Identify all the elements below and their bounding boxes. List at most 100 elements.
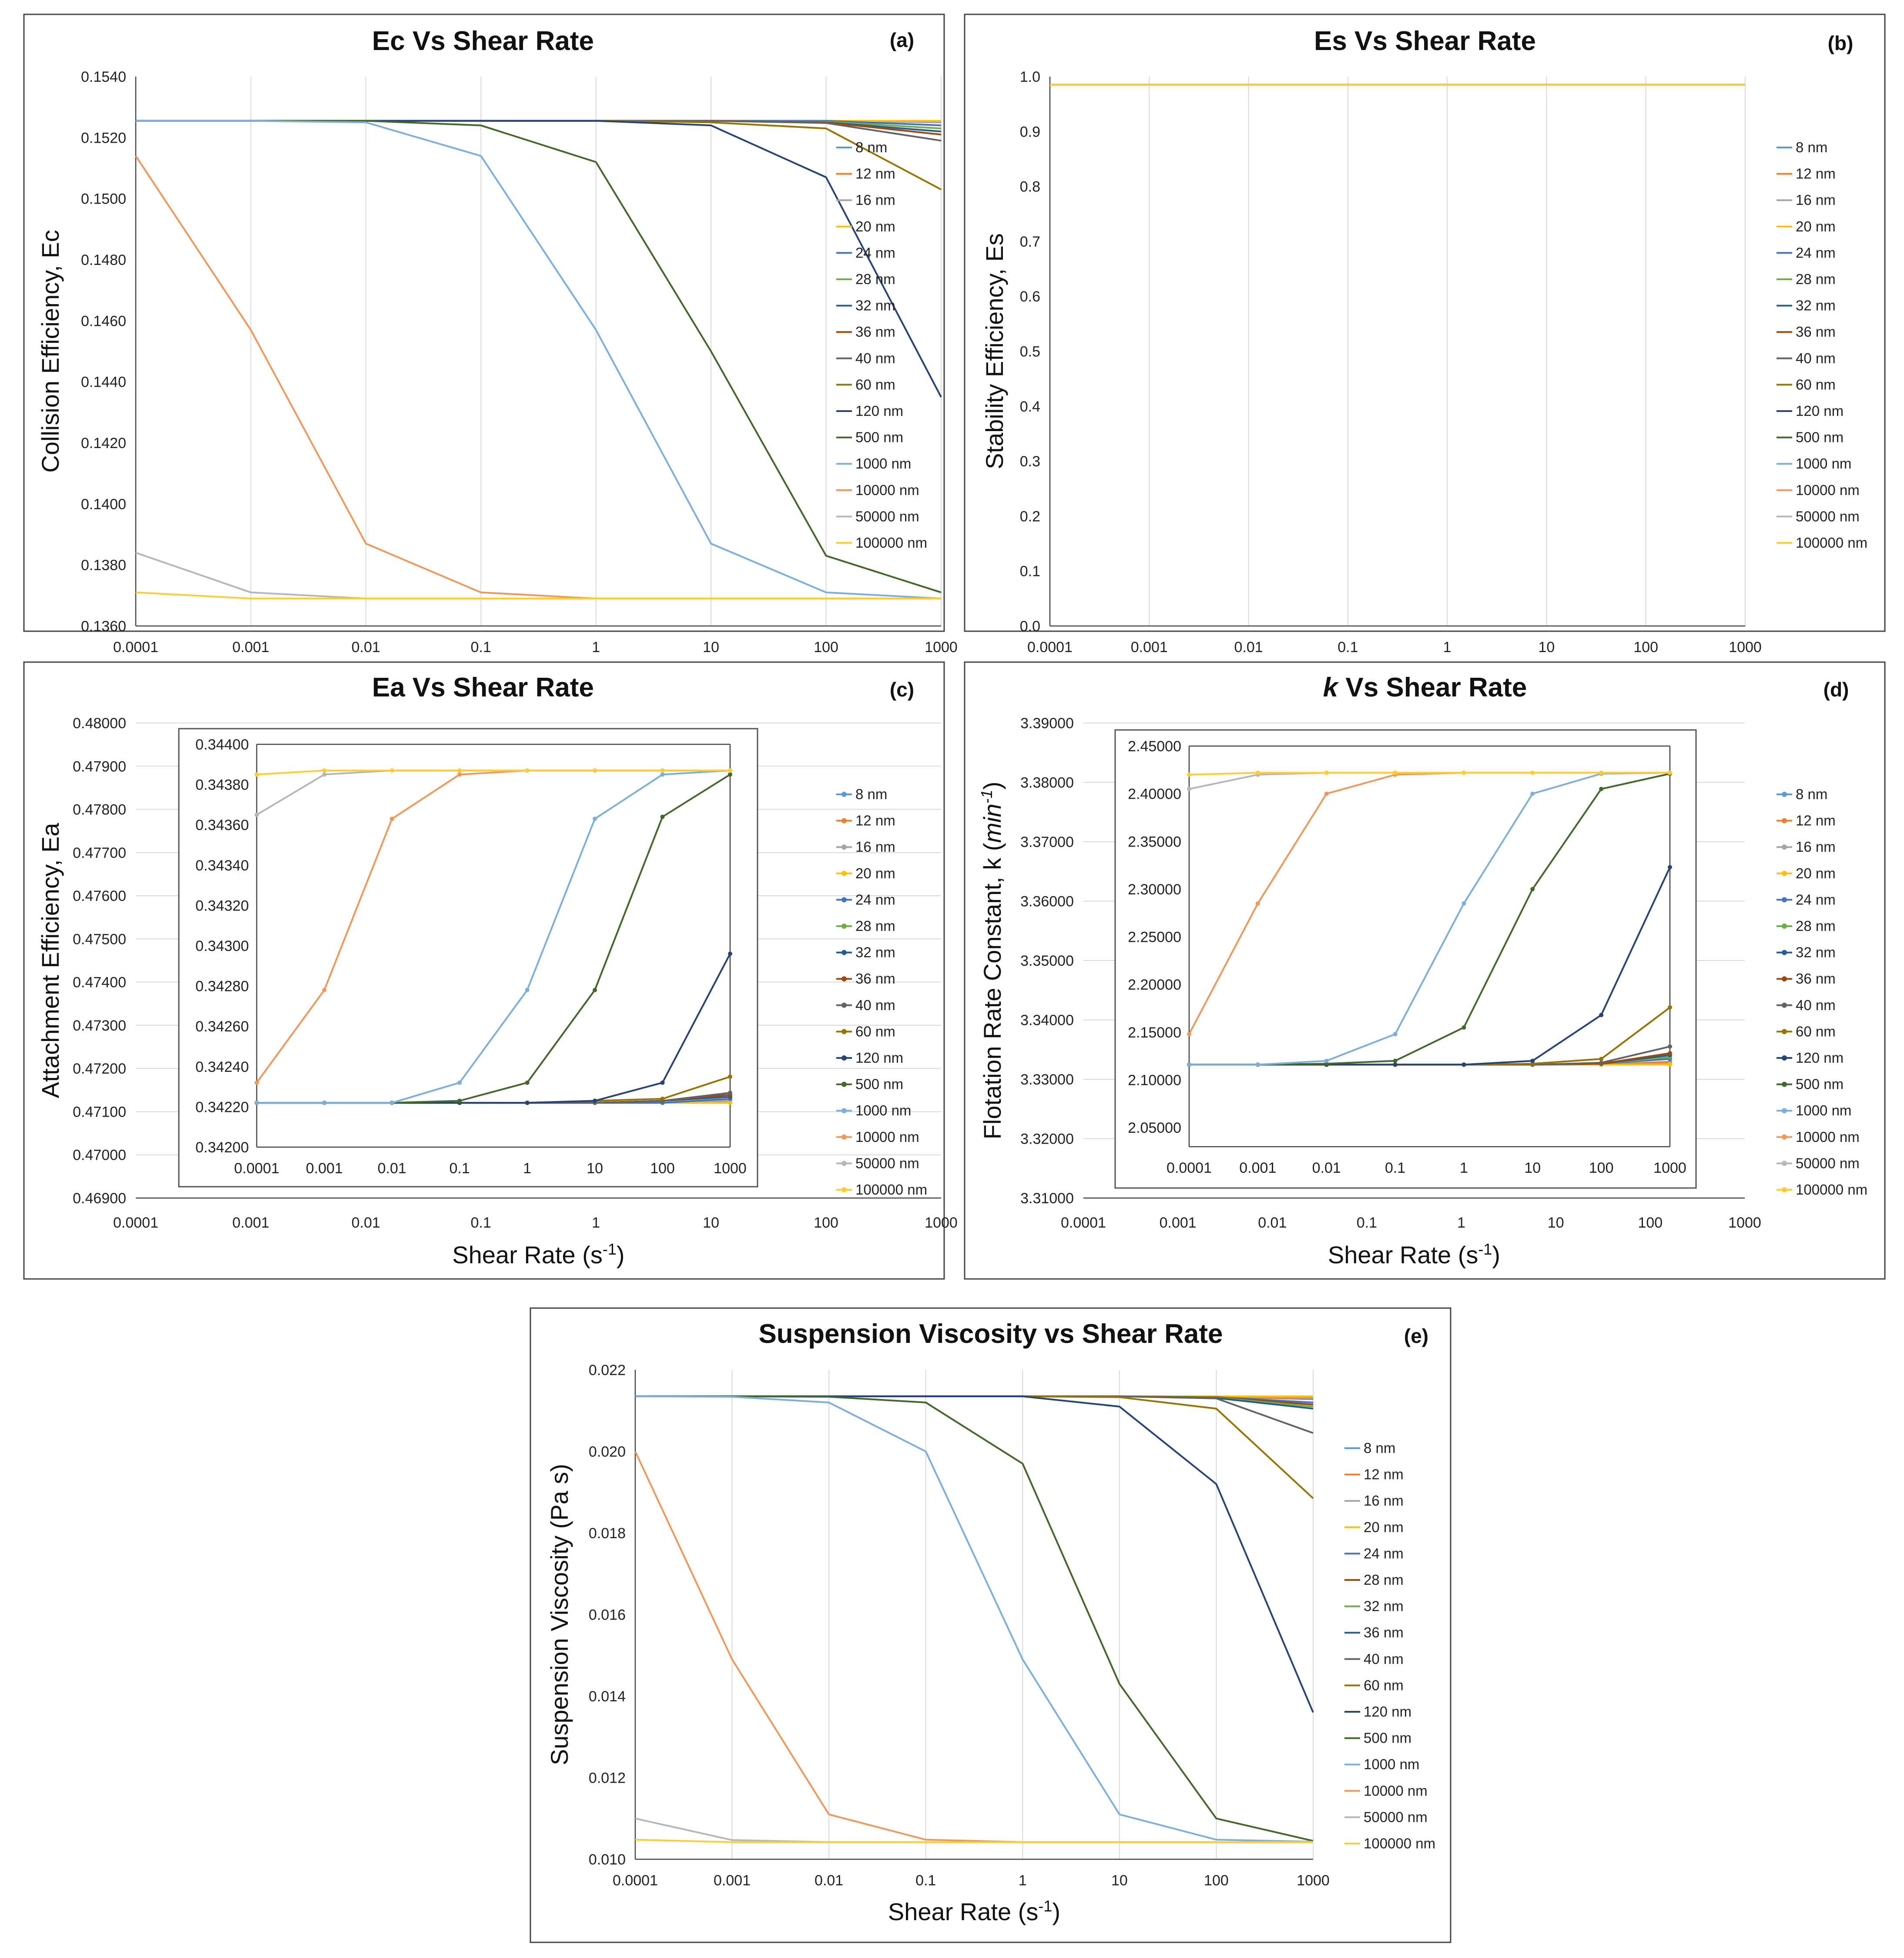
- data-point: [1668, 770, 1672, 775]
- legend-entry: 100000 nm: [855, 535, 927, 551]
- x-tick-label: 10: [1548, 1215, 1564, 1231]
- legend-entry: 28 nm: [855, 271, 895, 287]
- y-tick-label: 2.40000: [1128, 786, 1181, 803]
- y-tick-label: 0.016: [589, 1607, 626, 1623]
- data-point: [593, 817, 597, 821]
- x-tick-label: 1: [1457, 1215, 1465, 1231]
- y-tick-label: 0.34320: [195, 897, 249, 914]
- data-point: [1255, 901, 1260, 906]
- data-point: [728, 772, 732, 777]
- y-tick-label: 0.020: [589, 1444, 626, 1460]
- legend-entry: 50000 nm: [855, 508, 919, 524]
- y-tick-label: 2.05000: [1128, 1120, 1181, 1136]
- legend-entry: 24 nm: [1796, 891, 1836, 907]
- data-point: [1530, 1058, 1535, 1063]
- legend-marker: [841, 1029, 847, 1034]
- legend-entry: 120 nm: [855, 1050, 903, 1066]
- y-tick-label: 0.34340: [195, 857, 249, 874]
- legend-marker: [841, 1134, 847, 1140]
- x-tick-label: 1: [592, 639, 600, 656]
- legend-marker: [1782, 818, 1787, 823]
- legend-entry: 10000 nm: [855, 1129, 919, 1145]
- legend-entry: 500 nm: [1364, 1730, 1411, 1746]
- legend-entry: 16 nm: [855, 192, 895, 208]
- data-point: [389, 817, 394, 821]
- x-tick-label: 10: [1539, 639, 1555, 656]
- series-line: [257, 770, 731, 1104]
- data-point: [389, 768, 394, 773]
- x-tick-label: 0.001: [1239, 1160, 1276, 1176]
- legend-entry: 32 nm: [855, 298, 895, 314]
- x-tick-label: 0.1: [1357, 1215, 1377, 1231]
- y-tick-label: 0.47300: [73, 1017, 126, 1034]
- y-tick-label: 0.7: [1020, 234, 1040, 250]
- data-point: [322, 768, 327, 773]
- y-tick-label: 3.31000: [1020, 1190, 1074, 1207]
- data-point: [255, 772, 259, 777]
- y-tick-label: 0.1500: [81, 191, 126, 208]
- legend-entry: 1000 nm: [1796, 1102, 1851, 1118]
- data-point: [525, 1101, 530, 1105]
- y-tick-label: 0.47800: [73, 802, 126, 818]
- y-tick-label: 0.48000: [73, 715, 126, 732]
- data-point: [1530, 791, 1535, 796]
- legend-entry: 100000 nm: [1796, 535, 1867, 551]
- x-tick-label: 100: [1589, 1160, 1614, 1176]
- y-tick-label: 0.1460: [81, 313, 126, 329]
- y-tick-label: 0.6: [1020, 288, 1040, 305]
- legend-entry: 28 nm: [1796, 918, 1836, 934]
- legend-entry: 50000 nm: [1796, 508, 1860, 524]
- legend-entry: 60 nm: [1796, 376, 1836, 392]
- legend-marker: [1782, 870, 1787, 876]
- legend-entry: 36 nm: [855, 971, 895, 987]
- data-point: [1187, 1032, 1191, 1037]
- legend-marker: [841, 818, 847, 823]
- data-point: [593, 987, 597, 992]
- x-tick-label: 0.01: [378, 1160, 406, 1177]
- legend-marker: [1782, 1161, 1787, 1166]
- legend-entry: 500 nm: [1796, 1076, 1844, 1092]
- y-tick-label: 0.1540: [81, 69, 126, 85]
- x-tick-label: 0.0001: [113, 1215, 158, 1231]
- legend-marker: [841, 792, 847, 797]
- panel-tag: (b): [1828, 32, 1854, 54]
- data-point: [1599, 770, 1604, 775]
- chart-title: Ea Vs Shear Rate: [372, 673, 594, 703]
- x-tick-label: 1: [1019, 1872, 1027, 1889]
- inset-frame: [1114, 729, 1697, 1189]
- data-point: [255, 1080, 259, 1085]
- legend-entry: 24 nm: [1364, 1545, 1404, 1561]
- x-tick-label: 0.01: [1258, 1215, 1287, 1231]
- legend-marker: [1782, 924, 1787, 929]
- legend-marker: [841, 1161, 847, 1166]
- data-point: [525, 987, 530, 992]
- legend-entry: 1000 nm: [855, 455, 911, 472]
- y-tick-label: 0.1: [1020, 563, 1040, 580]
- y-tick-label: 0.46900: [73, 1190, 126, 1207]
- legend-entry: 24 nm: [1796, 244, 1836, 261]
- data-point: [1393, 1032, 1398, 1037]
- series-line: [135, 591, 941, 599]
- series-line: [635, 1395, 1314, 1842]
- legend-entry: 20 nm: [855, 865, 895, 881]
- chart-panel-d: k Vs Shear Rate (d) 0.0001 0.001 0.01 0.1 1 10 1…: [964, 661, 1886, 1280]
- chart-panel-b: Es Vs Shear Rate (b) 0.0001 0.001 0.01 0.1 1 10…: [964, 13, 1886, 692]
- x-tick-label: 0.0001: [1027, 639, 1073, 656]
- y-tick-label: 0.012: [589, 1770, 626, 1787]
- series-line: [136, 120, 942, 599]
- y-tick-label: 2.10000: [1128, 1072, 1181, 1089]
- legend-entry: 16 nm: [855, 839, 895, 855]
- data-point: [1393, 770, 1398, 775]
- legend-entry: 50000 nm: [1364, 1809, 1428, 1825]
- legend-entry: 50000 nm: [1796, 1155, 1860, 1171]
- legend-entry: 40 nm: [1364, 1651, 1404, 1667]
- x-tick-label: 0.001: [1160, 1215, 1197, 1231]
- legend-marker: [1782, 1108, 1787, 1114]
- data-point: [1187, 787, 1191, 791]
- series-line: [635, 1395, 1314, 1843]
- x-tick-label: 0.001: [306, 1160, 343, 1177]
- legend-entry: 120 nm: [1796, 1050, 1844, 1066]
- data-point: [1393, 1058, 1398, 1063]
- x-tick-label: 100: [650, 1160, 675, 1177]
- legend-entry: 120 nm: [1364, 1704, 1411, 1720]
